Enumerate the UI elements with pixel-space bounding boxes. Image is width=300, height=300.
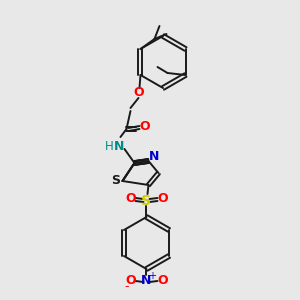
Text: O: O — [133, 86, 144, 100]
Text: N: N — [114, 140, 125, 154]
Text: S: S — [111, 175, 120, 188]
Text: O: O — [157, 274, 168, 287]
Text: -: - — [124, 280, 129, 293]
Text: O: O — [139, 121, 150, 134]
Text: H: H — [105, 140, 114, 154]
Text: N: N — [141, 274, 152, 287]
Text: N: N — [149, 151, 160, 164]
Text: O: O — [125, 193, 136, 206]
Text: +: + — [148, 271, 157, 281]
Text: S: S — [142, 194, 152, 208]
Text: O: O — [125, 274, 136, 287]
Text: O: O — [157, 193, 168, 206]
